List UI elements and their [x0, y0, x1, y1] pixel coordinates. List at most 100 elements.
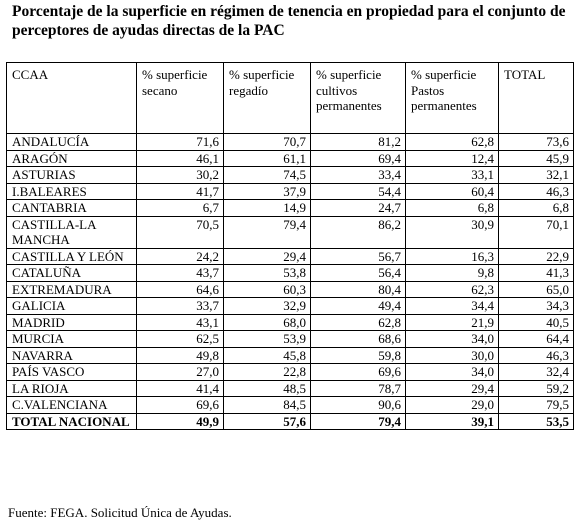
- cell-ccaa: GALICIA: [6, 297, 137, 315]
- cell-pastos-permanentes: 29,0: [405, 396, 499, 414]
- header-cultivos-permanentes: % superficie cultivos permanentes: [310, 62, 406, 134]
- cell-secano: 46,1: [136, 149, 224, 167]
- cell-regadio: 61,1: [223, 149, 311, 167]
- cell-pastos-permanentes: 34,0: [405, 330, 499, 348]
- cell-cultivos-permanentes: 33,4: [310, 166, 406, 184]
- cell-total: 34,3: [498, 297, 574, 315]
- cell-cultivos-permanentes: 56,4: [310, 264, 406, 282]
- cell-cultivos-permanentes: 78,7: [310, 379, 406, 397]
- cell-cultivos-permanentes: 56,7: [310, 247, 406, 265]
- cell-cultivos-permanentes: 81,2: [310, 133, 406, 151]
- cell-total: 64,4: [498, 330, 574, 348]
- total-row: TOTAL NACIONAL 49,9 57,6 79,4 39,1 53,5: [6, 412, 574, 430]
- table-row: CASTILLA-LA MANCHA 70,5 79,4 86,2 30,9 70,1: [6, 215, 574, 249]
- cell-regadio: 45,8: [223, 346, 311, 364]
- cell-ccaa: CATALUÑA: [6, 264, 137, 282]
- cell-regadio: 68,0: [223, 313, 311, 331]
- cell-regadio: 84,5: [223, 396, 311, 414]
- table-row: CATALUÑA 43,7 53,8 56,4 9,8 41,3: [6, 264, 574, 282]
- cell-ccaa: ANDALUCÍA: [6, 133, 137, 151]
- cell-secano: 69,6: [136, 396, 224, 414]
- cell-ccaa: TOTAL NACIONAL: [6, 412, 137, 430]
- cell-secano: 27,0: [136, 363, 224, 381]
- table-row: ASTURIAS 30,2 74,5 33,4 33,1 32,1: [6, 166, 574, 184]
- cell-regadio: 74,5: [223, 166, 311, 184]
- cell-cultivos-permanentes: 69,4: [310, 149, 406, 167]
- header-pastos-permanentes: % superficie Pastos permanentes: [405, 62, 499, 134]
- header-secano: % superficie secano: [136, 62, 224, 134]
- data-table: CCAA % superficie secano % superficie re…: [6, 62, 574, 430]
- cell-pastos-permanentes: 62,3: [405, 280, 499, 298]
- cell-pastos-permanentes: 6,8: [405, 199, 499, 217]
- table-row: CASTILLA Y LEÓN 24,2 29,4 56,7 16,3 22,9: [6, 247, 574, 265]
- cell-pastos-permanentes: 62,8: [405, 133, 499, 151]
- cell-cultivos-permanentes: 68,6: [310, 330, 406, 348]
- cell-regadio: 14,9: [223, 199, 311, 217]
- cell-total: 53,5: [498, 412, 574, 430]
- cell-total: 6,8: [498, 199, 574, 217]
- cell-regadio: 48,5: [223, 379, 311, 397]
- table-row: ANDALUCÍA 71,6 70,7 81,2 62,8 73,6: [6, 133, 574, 151]
- cell-total: 59,2: [498, 379, 574, 397]
- table-row: PAÍS VASCO 27,0 22,8 69,6 34,0 32,4: [6, 363, 574, 381]
- cell-cultivos-permanentes: 62,8: [310, 313, 406, 331]
- cell-regadio: 79,4: [223, 215, 311, 249]
- cell-pastos-permanentes: 60,4: [405, 182, 499, 200]
- cell-total: 32,4: [498, 363, 574, 381]
- cell-secano: 6,7: [136, 199, 224, 217]
- cell-pastos-permanentes: 16,3: [405, 247, 499, 265]
- cell-cultivos-permanentes: 86,2: [310, 215, 406, 249]
- cell-total: 73,6: [498, 133, 574, 151]
- cell-regadio: 60,3: [223, 280, 311, 298]
- cell-ccaa: CANTABRIA: [6, 199, 137, 217]
- cell-ccaa: ASTURIAS: [6, 166, 137, 184]
- table-row: I.BALEARES 41,7 37,9 54,4 60,4 46,3: [6, 182, 574, 200]
- cell-total: 22,9: [498, 247, 574, 265]
- cell-total: 40,5: [498, 313, 574, 331]
- cell-total: 45,9: [498, 149, 574, 167]
- cell-ccaa: EXTREMADURA: [6, 280, 137, 298]
- cell-regadio: 22,8: [223, 363, 311, 381]
- cell-ccaa: I.BALEARES: [6, 182, 137, 200]
- cell-secano: 41,7: [136, 182, 224, 200]
- cell-regadio: 53,8: [223, 264, 311, 282]
- cell-cultivos-permanentes: 54,4: [310, 182, 406, 200]
- cell-cultivos-permanentes: 79,4: [310, 412, 406, 430]
- source-note: Fuente: FEGA. Solicitud Única de Ayudas.: [8, 505, 232, 520]
- cell-pastos-permanentes: 12,4: [405, 149, 499, 167]
- cell-cultivos-permanentes: 90,6: [310, 396, 406, 414]
- cell-pastos-permanentes: 33,1: [405, 166, 499, 184]
- cell-ccaa: LA RIOJA: [6, 379, 137, 397]
- cell-pastos-permanentes: 29,4: [405, 379, 499, 397]
- cell-ccaa: MURCIA: [6, 330, 137, 348]
- cell-secano: 62,5: [136, 330, 224, 348]
- cell-ccaa: C.VALENCIANA: [6, 396, 137, 414]
- table-row: MADRID 43,1 68,0 62,8 21,9 40,5: [6, 313, 574, 331]
- table-row: LA RIOJA 41,4 48,5 78,7 29,4 59,2: [6, 379, 574, 397]
- table-row: ARAGÓN 46,1 61,1 69,4 12,4 45,9: [6, 149, 574, 167]
- cell-pastos-permanentes: 21,9: [405, 313, 499, 331]
- cell-ccaa: MADRID: [6, 313, 137, 331]
- cell-regadio: 32,9: [223, 297, 311, 315]
- cell-cultivos-permanentes: 59,8: [310, 346, 406, 364]
- table-row: C.VALENCIANA 69,6 84,5 90,6 29,0 79,5: [6, 396, 574, 414]
- table-title: Porcentaje de la superficie en régimen d…: [12, 3, 566, 39]
- cell-cultivos-permanentes: 69,6: [310, 363, 406, 381]
- cell-cultivos-permanentes: 24,7: [310, 199, 406, 217]
- table-row: GALICIA 33,7 32,9 49,4 34,4 34,3: [6, 297, 574, 315]
- cell-ccaa: CASTILLA Y LEÓN: [6, 247, 137, 265]
- cell-total: 46,3: [498, 346, 574, 364]
- cell-regadio: 37,9: [223, 182, 311, 200]
- header-ccaa: CCAA: [6, 62, 137, 134]
- table-row: EXTREMADURA 64,6 60,3 80,4 62,3 65,0: [6, 280, 574, 298]
- cell-ccaa: ARAGÓN: [6, 149, 137, 167]
- cell-ccaa: PAÍS VASCO: [6, 363, 137, 381]
- cell-ccaa: CASTILLA-LA MANCHA: [6, 215, 137, 249]
- cell-total: 79,5: [498, 396, 574, 414]
- cell-pastos-permanentes: 30,0: [405, 346, 499, 364]
- cell-total: 46,3: [498, 182, 574, 200]
- cell-secano: 70,5: [136, 215, 224, 249]
- header-regadio: % superficie regadío: [223, 62, 311, 134]
- cell-pastos-permanentes: 39,1: [405, 412, 499, 430]
- cell-pastos-permanentes: 9,8: [405, 264, 499, 282]
